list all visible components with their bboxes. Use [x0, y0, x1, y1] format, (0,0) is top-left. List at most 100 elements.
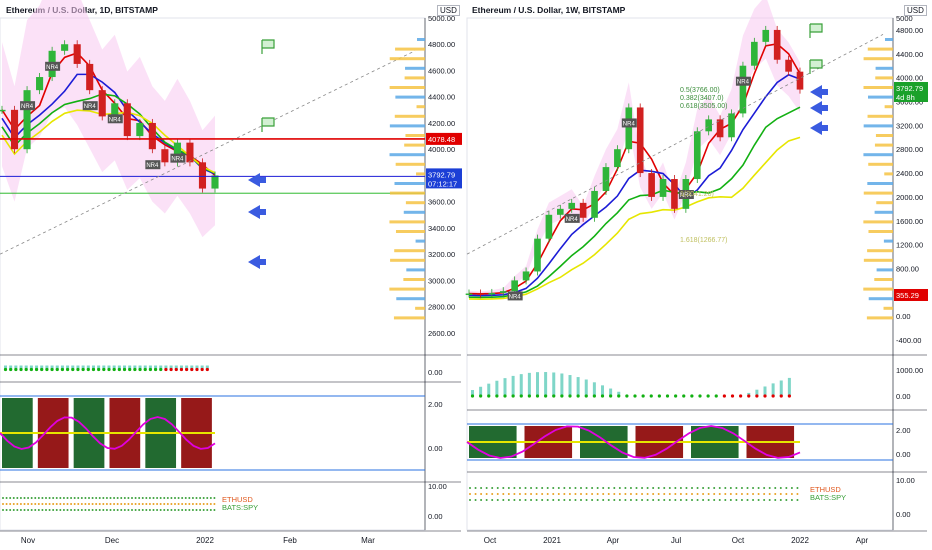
breadth-dot — [496, 493, 499, 495]
momentum-histogram-bar — [76, 365, 80, 370]
breadth-dot — [796, 493, 799, 495]
nr4-tag-label: NR4 — [21, 104, 34, 110]
breadth-dot — [474, 499, 477, 501]
breadth-dot — [177, 509, 180, 511]
momentum-histogram-bar — [9, 365, 13, 370]
candle-body — [716, 119, 724, 138]
volume-profile-bar — [404, 143, 425, 147]
indicator-legend-label: ETHUSD — [222, 495, 253, 504]
breadth-dot — [45, 497, 47, 499]
indicator-legend-label: BATS:SPY — [810, 493, 846, 502]
breadth-dot — [663, 493, 666, 495]
breadth-dot — [735, 493, 738, 495]
breadth-dot — [163, 503, 166, 505]
breadth-dot — [213, 497, 216, 499]
candle-body — [751, 41, 758, 66]
indicator-tick-label: 2.00 — [896, 426, 911, 435]
breadth-dot — [66, 497, 69, 499]
breadth-dot — [199, 503, 202, 505]
momentum-dot — [763, 394, 767, 398]
momentum-histogram-bar — [787, 377, 791, 396]
volume-profile-bar — [867, 95, 893, 99]
breadth-dot — [2, 503, 4, 505]
momentum-histogram-bar — [495, 380, 499, 396]
breadth-dot — [763, 487, 766, 489]
breadth-dot — [195, 509, 198, 511]
breadth-dot — [109, 497, 112, 499]
y-tick-label: 2400.00 — [896, 169, 923, 178]
breadth-dot — [474, 493, 477, 495]
momentum-dot — [503, 394, 507, 398]
breadth-dot — [746, 487, 749, 489]
breadth-dot — [55, 503, 58, 505]
breadth-dot — [729, 487, 732, 489]
breadth-dot — [199, 497, 202, 499]
candle-body — [636, 107, 644, 174]
breadth-dot — [668, 487, 671, 489]
breadth-dot — [557, 493, 560, 495]
breadth-dot — [166, 497, 169, 499]
momentum-dot — [185, 367, 189, 372]
breadth-dot — [156, 497, 159, 499]
y-tick-label: 800.00 — [896, 264, 919, 273]
momentum-histogram-bar — [128, 365, 132, 370]
momentum-histogram-bar — [45, 365, 49, 370]
breadth-dot — [105, 503, 108, 505]
breadth-dot — [785, 499, 788, 501]
breadth-dot — [535, 493, 538, 495]
momentum-histogram-bar — [133, 365, 137, 370]
breadth-dot — [188, 509, 191, 511]
nr4-tag-box — [45, 61, 61, 71]
breadth-dot — [55, 497, 58, 499]
volume-profile-bar — [863, 86, 893, 89]
breadth-dot — [177, 497, 180, 499]
left-currency-badge[interactable]: USD — [437, 5, 460, 16]
volume-profile-bar — [395, 230, 425, 233]
candle-body — [173, 142, 181, 163]
breadth-dot — [646, 487, 649, 489]
momentum-dot — [55, 367, 59, 372]
x-tick-label: 2022 — [196, 536, 214, 545]
level-price-label: 4078.48 — [428, 135, 455, 144]
momentum-dot — [138, 367, 142, 372]
breadth-dot — [624, 499, 627, 501]
breadth-dot — [45, 503, 47, 505]
right-currency-badge[interactable]: USD — [904, 5, 927, 16]
breadth-dot — [120, 503, 123, 505]
breadth-dot — [685, 487, 688, 489]
volume-profile-bar — [389, 124, 425, 128]
breadth-dot — [95, 509, 98, 511]
momentum-dot — [122, 367, 127, 372]
breadth-dot — [202, 497, 205, 499]
breadth-dot — [141, 503, 144, 505]
breadth-dot — [80, 497, 83, 499]
momentum-dot — [633, 394, 637, 398]
y-tick-label: 3000.00 — [428, 276, 455, 285]
volume-profile-bar — [863, 220, 893, 224]
candle-body — [198, 162, 207, 189]
momentum-histogram-bar — [179, 365, 183, 370]
breadth-dot — [91, 497, 94, 499]
y-tick-label: 4000.00 — [896, 74, 923, 83]
breadth-dot — [66, 509, 69, 511]
breadth-dot — [507, 487, 510, 489]
momentum-histogram-bar — [511, 375, 515, 396]
x-tick-label: Apr — [607, 536, 620, 545]
breadth-dot — [718, 493, 721, 495]
volume-profile-bar — [885, 38, 893, 41]
breadth-dot — [156, 503, 159, 505]
momentum-dot — [649, 394, 653, 398]
breadth-dot — [724, 499, 727, 501]
breadth-dot — [646, 499, 649, 501]
breadth-dot — [131, 503, 133, 505]
breadth-dot — [73, 497, 76, 499]
breadth-dot — [191, 503, 194, 505]
breadth-dot — [174, 509, 176, 511]
breadth-dot — [191, 497, 194, 499]
breadth-dot — [195, 497, 198, 499]
momentum-dot — [730, 394, 735, 398]
breadth-dot — [518, 487, 521, 489]
momentum-dot — [102, 367, 106, 372]
momentum-histogram-bar — [117, 365, 121, 370]
